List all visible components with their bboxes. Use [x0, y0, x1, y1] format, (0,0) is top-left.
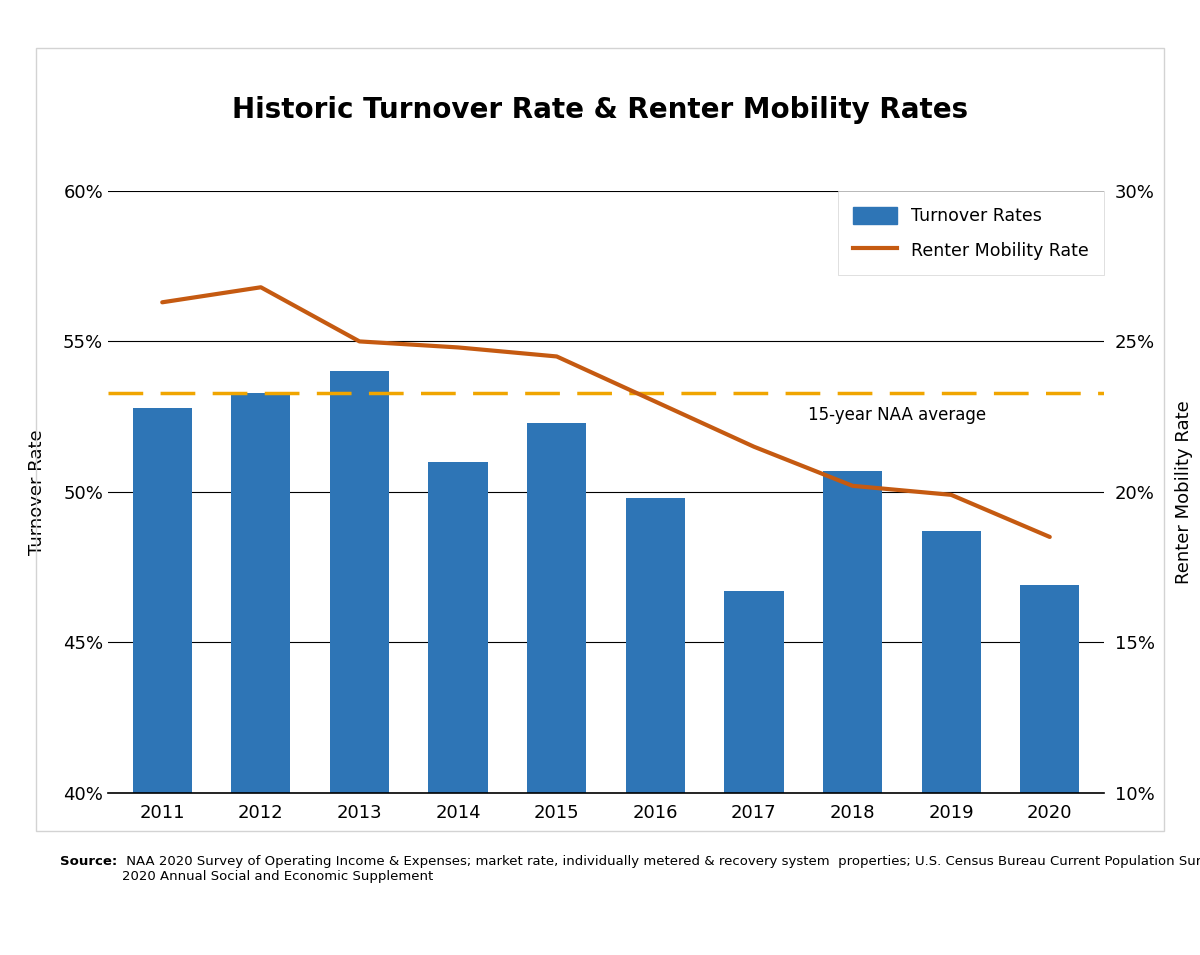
Text: 15-year NAA average: 15-year NAA average: [808, 406, 986, 424]
Bar: [232, 393, 290, 955]
Text: Source:: Source:: [60, 855, 118, 868]
Text: Historic Turnover Rate & Renter Mobility Rates: Historic Turnover Rate & Renter Mobility…: [232, 96, 968, 124]
Bar: [428, 461, 487, 955]
Bar: [625, 498, 685, 955]
Y-axis label: Renter Mobility Rate: Renter Mobility Rate: [1175, 400, 1193, 584]
Bar: [725, 591, 784, 955]
Bar: [330, 371, 389, 955]
Bar: [823, 471, 882, 955]
Text: NAA 2020 Survey of Operating Income & Expenses; market rate, individually metere: NAA 2020 Survey of Operating Income & Ex…: [122, 855, 1200, 882]
Bar: [527, 423, 587, 955]
Legend: Turnover Rates, Renter Mobility Rate: Turnover Rates, Renter Mobility Rate: [838, 191, 1104, 275]
Bar: [1020, 585, 1079, 955]
Y-axis label: Turnover Rate: Turnover Rate: [29, 429, 47, 555]
Bar: [922, 531, 980, 955]
Bar: [133, 408, 192, 955]
